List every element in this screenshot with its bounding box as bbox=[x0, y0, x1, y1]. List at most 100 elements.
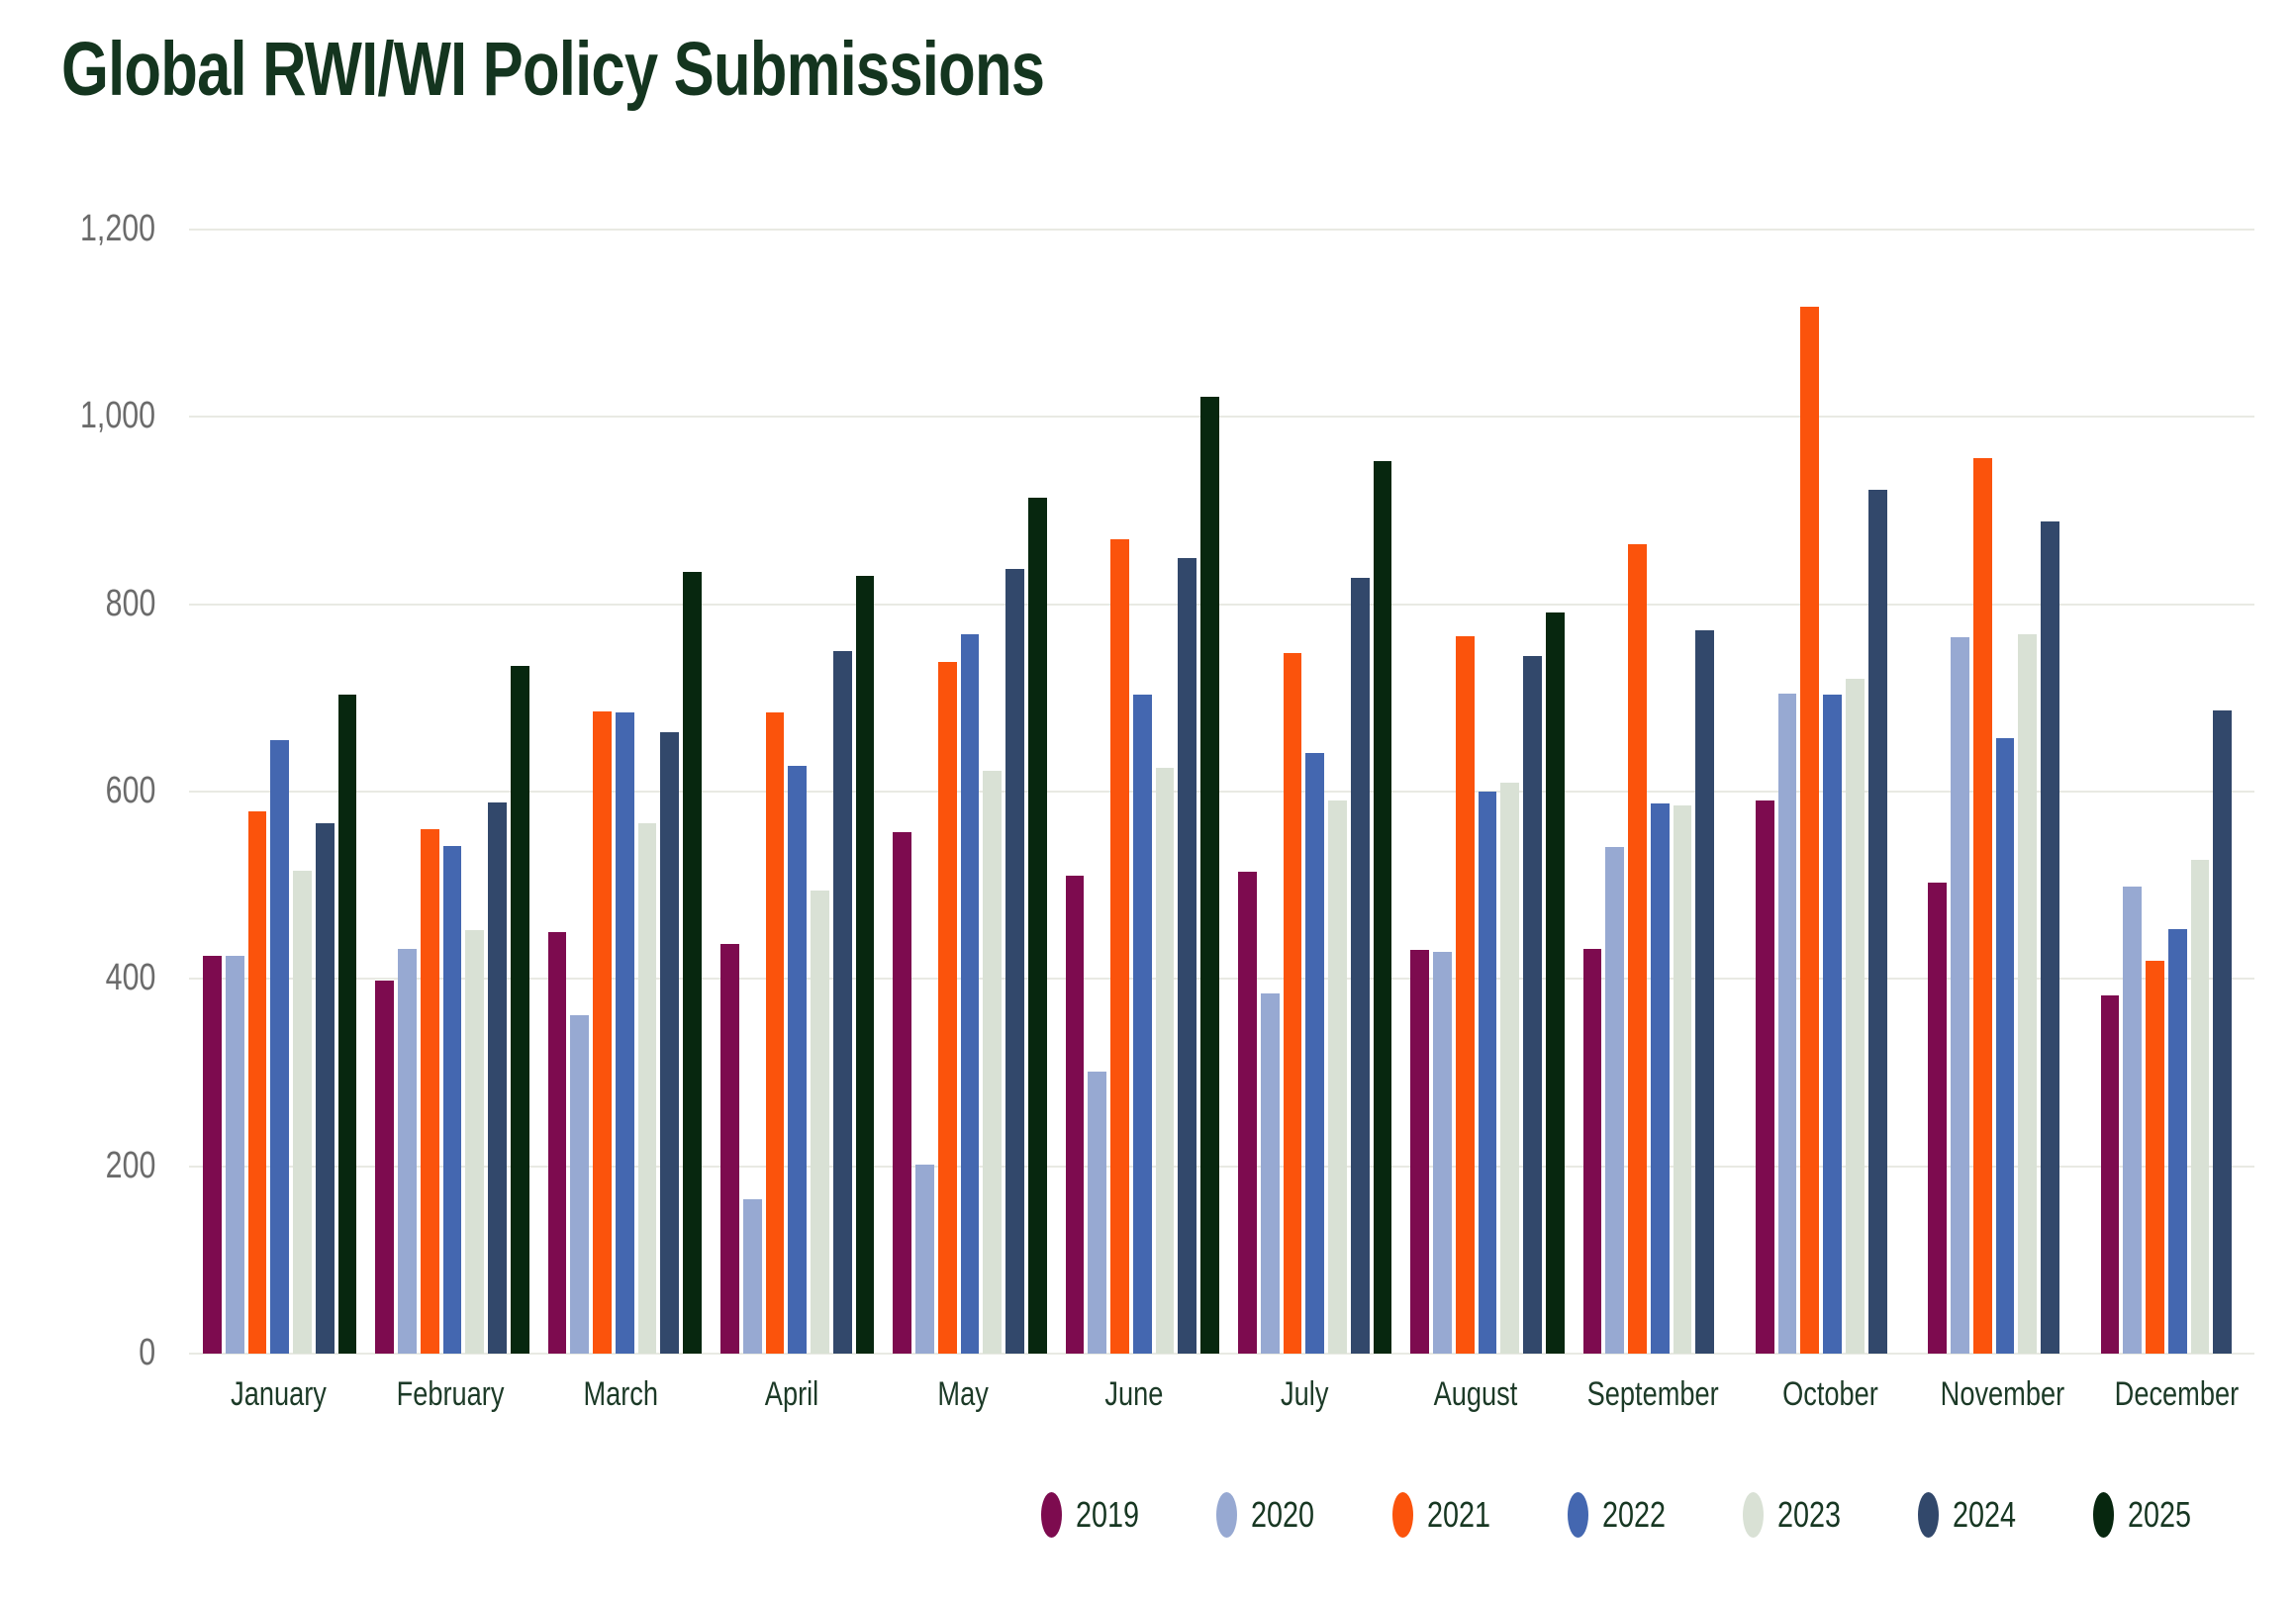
bar-slot-2022-december bbox=[2167, 230, 2187, 1354]
bar-slot-2019-october bbox=[1755, 230, 1774, 1354]
bar-2020-may bbox=[915, 1164, 934, 1354]
bar-2022-january bbox=[270, 739, 290, 1354]
bar-slot-2022-may bbox=[960, 230, 980, 1354]
bar-2025-april bbox=[855, 576, 875, 1354]
bar-2021-february bbox=[420, 828, 439, 1354]
y-tick-label-600: 600 bbox=[93, 772, 155, 809]
bar-2021-july bbox=[1283, 652, 1302, 1354]
bar-2022-may bbox=[960, 633, 980, 1354]
legend-marker-icon-2022 bbox=[1567, 1492, 1588, 1538]
bar-slot-2024-september bbox=[1695, 230, 1715, 1354]
y-tick-text: 1,000 bbox=[79, 395, 155, 437]
bar-2022-june bbox=[1132, 694, 1152, 1354]
bar-2019-june bbox=[1065, 876, 1085, 1354]
bar-2022-august bbox=[1478, 792, 1497, 1354]
bar-2024-july bbox=[1350, 578, 1370, 1354]
bar-2022-december bbox=[2167, 929, 2187, 1354]
y-tick-label-1000: 1,000 bbox=[61, 398, 155, 435]
x-axis-label-may: May bbox=[887, 1377, 1039, 1411]
legend-item-2020: 2020 bbox=[1216, 1492, 1330, 1538]
bar-slot-2023-march bbox=[637, 230, 657, 1354]
bar-2019-december bbox=[2100, 995, 2120, 1354]
bar-slot-2021-december bbox=[2146, 230, 2164, 1354]
bar-slot-2024-february bbox=[488, 230, 507, 1354]
y-tick-text: 600 bbox=[105, 770, 155, 812]
y-tick-label-200: 200 bbox=[93, 1147, 155, 1184]
legend-item-2019: 2019 bbox=[1041, 1492, 1155, 1538]
bar-2024-october bbox=[1867, 490, 1887, 1354]
bar-2021-november bbox=[1972, 458, 1992, 1354]
bar-slot-2024-july bbox=[1350, 230, 1370, 1354]
y-tick-label-1200: 1,200 bbox=[61, 210, 155, 247]
bar-slot-2019-november bbox=[1928, 230, 1948, 1354]
bar-2024-march bbox=[660, 732, 680, 1354]
bar-slot-2023-october bbox=[1846, 230, 1865, 1354]
bar-2020-november bbox=[1951, 636, 1969, 1354]
bar-slot-2024-may bbox=[1005, 230, 1024, 1354]
bar-2024-may bbox=[1005, 568, 1024, 1354]
legend-marker-icon-2025 bbox=[2092, 1492, 2114, 1538]
bar-2022-november bbox=[1995, 738, 2015, 1354]
bar-2025-february bbox=[510, 666, 529, 1354]
bar-2023-june bbox=[1155, 768, 1175, 1354]
bar-2023-september bbox=[1673, 805, 1692, 1354]
bar-slot-2022-november bbox=[1995, 230, 2015, 1354]
bar-slot-2025-march bbox=[683, 230, 703, 1354]
x-axis-label-text: September bbox=[1586, 1375, 1719, 1413]
bar-slot-2023-february bbox=[465, 230, 485, 1354]
bar-2025-july bbox=[1373, 460, 1392, 1354]
bar-slot-2023-may bbox=[983, 230, 1003, 1354]
bar-2019-march bbox=[547, 932, 567, 1354]
bar-2023-august bbox=[1500, 783, 1520, 1354]
bar-2022-october bbox=[1823, 694, 1843, 1354]
bar-group-june bbox=[1065, 230, 1219, 1354]
legend-label-text: 2019 bbox=[1076, 1494, 1140, 1535]
bar-2020-july bbox=[1260, 992, 1280, 1354]
legend-label-text: 2023 bbox=[1776, 1494, 1841, 1535]
bar-slot-2023-december bbox=[2190, 230, 2210, 1354]
bar-slot-2025-january bbox=[337, 230, 357, 1354]
bar-slot-2023-september bbox=[1673, 230, 1692, 1354]
bar-2021-september bbox=[1628, 544, 1647, 1354]
bar-slot-2019-september bbox=[1582, 230, 1602, 1354]
bar-slot-2020-august bbox=[1433, 230, 1452, 1354]
bar-slot-2020-march bbox=[570, 230, 590, 1354]
y-tick-text: 400 bbox=[105, 957, 155, 999]
bar-slot-2019-january bbox=[203, 230, 222, 1354]
x-axis-label-march: March bbox=[545, 1377, 698, 1411]
bar-slot-2020-june bbox=[1088, 230, 1107, 1354]
bar-2023-october bbox=[1846, 679, 1865, 1354]
legend-item-2025: 2025 bbox=[2092, 1492, 2207, 1538]
bar-slot-2022-august bbox=[1478, 230, 1497, 1354]
bar-slot-2020-september bbox=[1605, 230, 1625, 1354]
bar-2022-july bbox=[1305, 753, 1325, 1354]
legend-label-text: 2025 bbox=[2127, 1494, 2191, 1535]
x-axis-label-july: July bbox=[1229, 1377, 1382, 1411]
bar-slot-2022-september bbox=[1650, 230, 1670, 1354]
bar-group-november bbox=[1928, 230, 2081, 1354]
bar-2021-january bbox=[247, 810, 267, 1354]
bar-2019-april bbox=[719, 944, 739, 1354]
x-axis-label-december: December bbox=[2099, 1377, 2254, 1411]
bar-2019-november bbox=[1928, 882, 1948, 1354]
bar-slot-2020-may bbox=[915, 230, 934, 1354]
legend-label-text: 2020 bbox=[1251, 1494, 1315, 1535]
bar-slot-2025-december bbox=[2236, 230, 2254, 1354]
bar-group-december bbox=[2100, 230, 2254, 1354]
bar-slot-2020-april bbox=[742, 230, 762, 1354]
bar-2019-september bbox=[1582, 949, 1602, 1354]
legend-label-2022: 2022 bbox=[1602, 1497, 1681, 1533]
bar-slot-2022-february bbox=[442, 230, 462, 1354]
y-tick-text: 1,200 bbox=[79, 208, 155, 250]
legend-marker-icon-2019 bbox=[1041, 1492, 1063, 1538]
bar-2020-august bbox=[1433, 951, 1452, 1354]
x-axis-label-june: June bbox=[1058, 1377, 1210, 1411]
x-axis-label-text: October bbox=[1782, 1375, 1878, 1413]
bar-2024-january bbox=[315, 823, 335, 1354]
bar-slot-2024-november bbox=[2041, 230, 2059, 1354]
bar-slot-2020-october bbox=[1777, 230, 1797, 1354]
bar-group-july bbox=[1237, 230, 1392, 1354]
bar-2025-march bbox=[683, 572, 703, 1354]
bar-slot-2021-march bbox=[593, 230, 612, 1354]
legend-label-text: 2024 bbox=[1952, 1494, 2016, 1535]
